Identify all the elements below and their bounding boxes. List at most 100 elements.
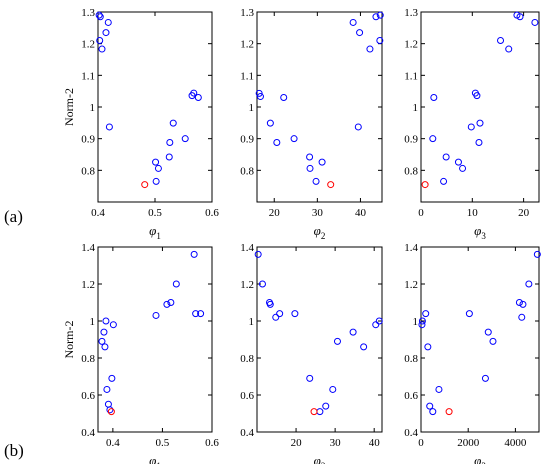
data-point — [429, 135, 437, 143]
data-point — [349, 18, 357, 26]
data-point — [430, 94, 438, 101]
y-tick-label: 0.4 — [404, 427, 418, 439]
data-point — [197, 310, 205, 318]
data-point — [258, 280, 266, 288]
y-tick-label: 0.8 — [240, 353, 254, 365]
y-tick-label: 1.2 — [404, 279, 418, 291]
data-point — [372, 321, 380, 329]
plot-frame — [420, 11, 540, 203]
data-point — [418, 321, 426, 329]
x-tick-label: 0 — [418, 437, 424, 449]
y-tick-label: 1.2 — [81, 279, 95, 291]
data-point — [272, 313, 280, 321]
y-tick-label: 1.4 — [81, 242, 95, 254]
y-tick-label: 0.6 — [81, 390, 95, 402]
y-tick-label: 0.8 — [404, 353, 418, 365]
data-point — [356, 29, 364, 37]
data-point — [152, 177, 160, 185]
x-tick-label: 0.6 — [205, 437, 219, 449]
x-tick-label: 4000 — [504, 437, 527, 449]
data-point — [435, 385, 443, 393]
data-point — [105, 123, 113, 131]
data-point — [424, 343, 432, 351]
data-point — [266, 119, 274, 127]
scatter-panel-4: 0.4 0.5 0.6 0.4 0.6 0.8 1 1.2 1.4 φ1 Norm-2 — [62, 242, 219, 464]
data-point — [497, 37, 505, 44]
data-point — [98, 337, 106, 345]
y-tick-label: 1.3 — [240, 7, 254, 19]
data-point — [426, 402, 434, 410]
data-point — [525, 280, 533, 288]
data-point — [190, 89, 198, 97]
data-point — [106, 406, 114, 414]
data-point — [166, 138, 174, 146]
data-point — [366, 45, 374, 53]
x-axis-label: φ3 — [474, 223, 486, 241]
plot-frame — [256, 246, 383, 433]
plot-frame — [97, 11, 213, 203]
x-tick-label: 0.4 — [106, 437, 120, 449]
y-tick-label: 1.4 — [240, 242, 254, 254]
y-tick-label: 0.6 — [404, 390, 418, 402]
y-tick-label: 0.8 — [81, 165, 95, 177]
data-point — [372, 13, 380, 21]
data-point — [276, 310, 284, 318]
y-tick-label: 0.9 — [240, 134, 254, 146]
data-point — [190, 250, 198, 258]
data-point — [418, 317, 426, 325]
y-tick-label: 1.2 — [404, 39, 418, 51]
data-point — [329, 385, 337, 393]
data-point — [104, 18, 112, 26]
data-point — [467, 123, 475, 131]
data-point — [280, 94, 288, 101]
data-point — [181, 135, 189, 143]
y-tick-label: 1 — [90, 102, 96, 114]
data-point — [475, 138, 483, 146]
panel-label-a: (a) — [4, 207, 23, 226]
y-tick-label: 1.3 — [404, 7, 418, 19]
data-point — [519, 300, 527, 308]
data-point — [333, 337, 341, 345]
y-tick-label: 1 — [413, 316, 419, 328]
y-axis-label: Norm-2 — [62, 88, 76, 126]
data-point — [376, 11, 384, 19]
data-point — [312, 177, 320, 185]
data-point — [440, 177, 448, 185]
plot-frame — [420, 246, 540, 433]
data-point — [256, 93, 264, 101]
x-tick-label: 20 — [518, 207, 530, 219]
y-tick-label: 1 — [90, 316, 96, 328]
data-point — [291, 310, 299, 318]
data-point — [465, 310, 473, 318]
data-point — [454, 158, 462, 166]
x-tick-label: 30 — [312, 207, 324, 219]
data-point — [255, 89, 263, 97]
y-tick-label: 0.8 — [404, 165, 418, 177]
data-point — [376, 37, 384, 44]
x-axis-label: φ2 — [314, 453, 326, 464]
x-tick-label: 10 — [467, 207, 479, 219]
x-axis-label: φ1 — [149, 453, 161, 464]
data-point — [290, 135, 298, 143]
x-tick-label: 0.5 — [148, 207, 162, 219]
data-point — [354, 123, 362, 131]
y-tick-label: 1.1 — [81, 70, 95, 82]
data-point — [316, 408, 324, 416]
data-point — [459, 164, 467, 172]
data-point — [273, 138, 281, 146]
y-tick-label: 1 — [249, 102, 255, 114]
data-point — [473, 92, 481, 100]
data-point — [100, 328, 108, 336]
x-tick-label: 0 — [418, 207, 424, 219]
scatter-panel-5: 20 30 40 0.4 0.6 0.8 1 1.2 1.4 φ2 — [240, 242, 383, 464]
data-point — [101, 343, 109, 351]
x-tick-label: 20 — [291, 437, 303, 449]
y-tick-label: 1.4 — [404, 242, 418, 254]
scatter-panel-6: 0 2000 4000 0.4 0.6 0.8 1 1.2 1.4 φ3 — [404, 242, 541, 464]
data-point — [518, 313, 526, 321]
data-point — [318, 158, 326, 166]
data-point — [172, 280, 180, 288]
y-tick-label: 1.1 — [240, 70, 254, 82]
scatter-panel-2: 20 30 40 0.8 0.9 1 1.1 1.2 1.3 φ2 — [240, 7, 384, 241]
highlight-point — [310, 408, 318, 416]
